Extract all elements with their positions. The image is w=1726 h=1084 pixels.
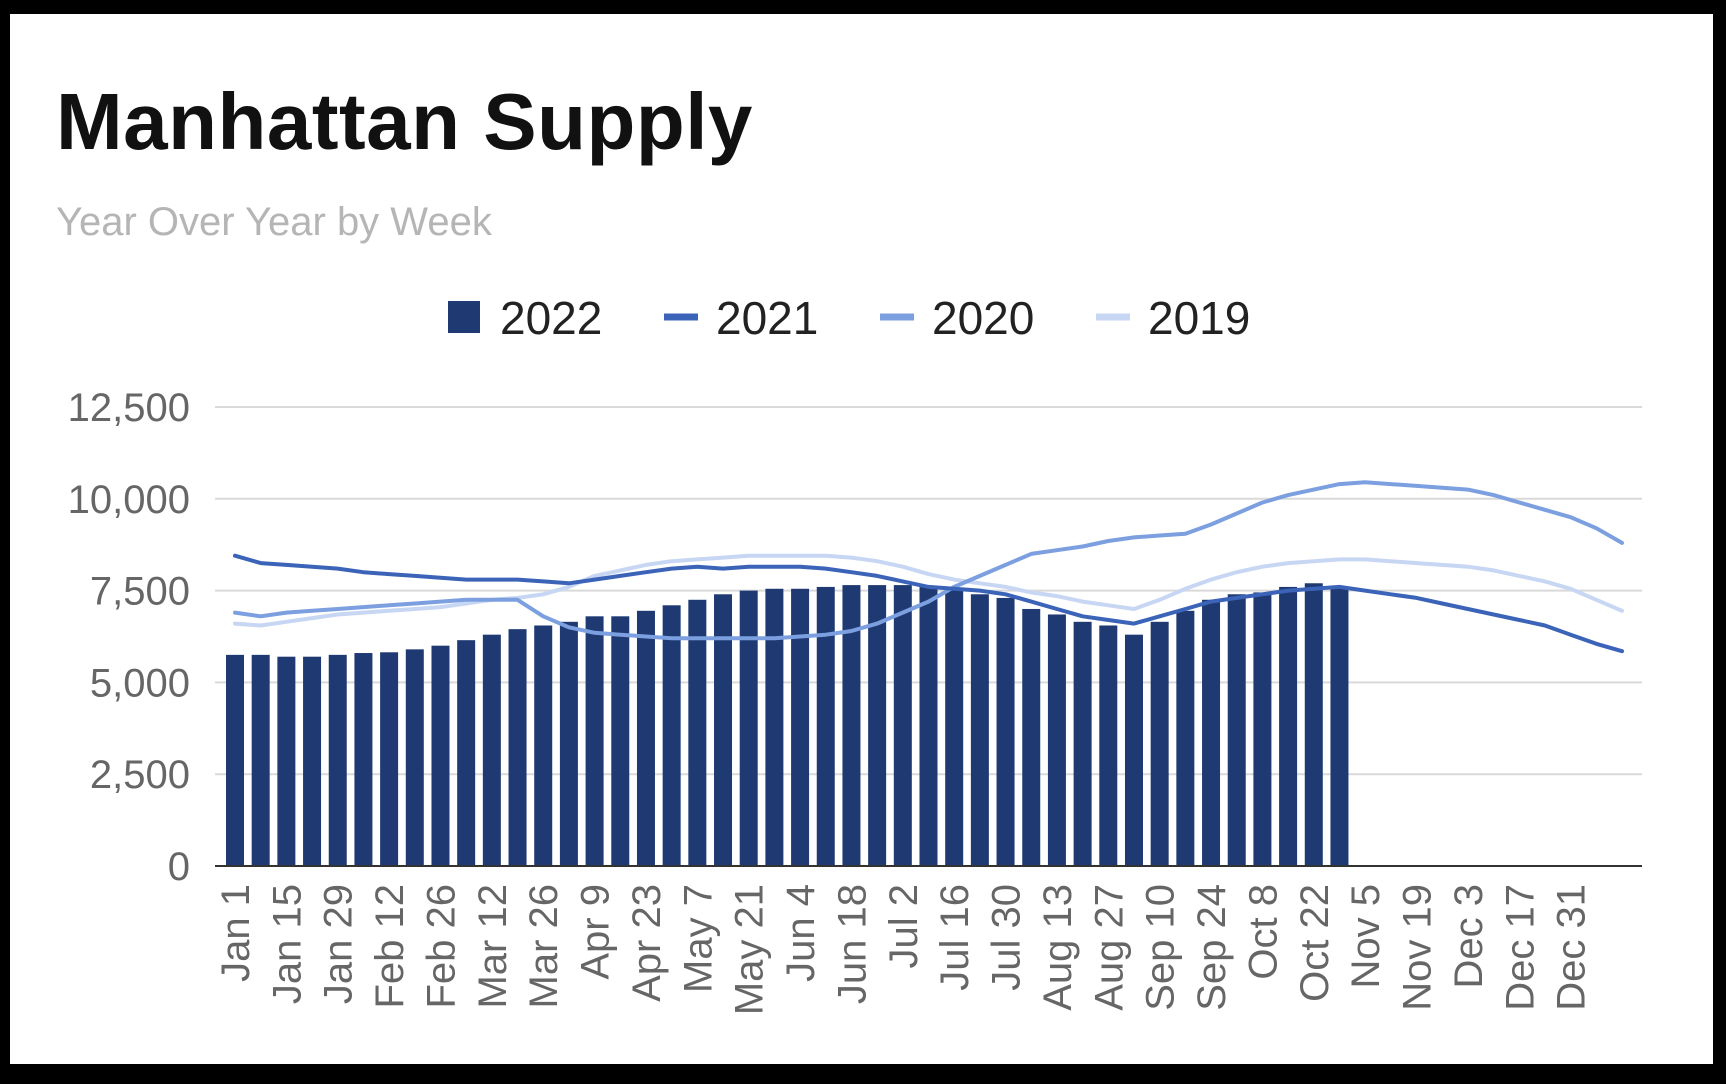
bar-2022 [303,656,322,866]
bar-2022 [1047,614,1066,866]
x-tick-label: Dec 31 [1550,884,1594,1011]
x-tick-label: Jan 15 [265,884,309,1004]
line-2019 [233,553,1624,628]
chart-card: Manhattan Supply Year Over Year by Week … [10,14,1713,1064]
x-tick-label: Jan 29 [317,884,361,1004]
x-tick-label: Oct 22 [1293,884,1337,1002]
bar-2022 [945,588,964,866]
legend-label-2020: 2020 [932,292,1034,344]
bar-2022 [1304,583,1323,866]
x-tick-label: Apr 9 [574,884,618,980]
x-tick-label: Aug 27 [1087,884,1131,1011]
bar-2022 [791,588,810,866]
bar-2022 [380,652,399,866]
legend-label-2022: 2022 [500,292,602,344]
y-tick-label: 10,000 [68,478,190,522]
x-tick-label: Jun 18 [830,884,874,1004]
y-tick-label: 2,500 [90,753,190,797]
chart-subtitle: Year Over Year by Week [56,200,492,244]
bar-2022 [1124,634,1143,866]
bar-2022 [482,634,501,866]
x-tick-label: Mar 12 [471,884,515,1009]
x-tick-label: Apr 23 [625,884,669,1002]
bar-2022 [534,625,553,866]
y-tick-label: 7,500 [90,570,190,614]
x-tick-label: Sep 24 [1190,884,1234,1011]
bar-2022 [714,594,733,866]
legend-label-2021: 2021 [716,292,818,344]
x-tick-label: Dec 3 [1447,884,1491,989]
bar-2022 [688,599,707,866]
x-tick-label: Jul 30 [985,884,1029,991]
x-tick-label: Nov 19 [1396,884,1440,1011]
bar-2022 [277,656,296,866]
x-tick-label: Oct 8 [1241,884,1285,980]
x-tick-label: May 21 [728,884,772,1015]
legend: 2022 2021 2020 2019 [448,292,1250,344]
bar-2022 [1176,610,1195,866]
x-tick-label: Sep 10 [1139,884,1183,1011]
lines [233,480,1624,654]
bar-2022 [919,586,938,866]
bar-2022 [1330,586,1349,866]
x-tick-label: Jul 2 [882,884,926,969]
bar-2022 [585,616,604,866]
bar-2022 [431,645,450,866]
bar-2022 [1150,621,1169,866]
bar-2022 [1227,594,1246,866]
legend-swatch-2022 [448,301,480,333]
bar-2022 [405,649,424,866]
x-tick-label: Jan 1 [214,884,258,982]
bar-2022 [226,654,244,866]
chart-title: Manhattan Supply [56,77,753,166]
bar-2022 [559,621,578,866]
bar-2022 [457,640,476,866]
bar-2022 [251,654,270,866]
bar-2022 [1279,586,1298,866]
line-2021 [233,553,1624,654]
bar-2022 [893,585,912,866]
y-tick-label: 5,000 [90,661,190,705]
bar-2022 [636,610,655,866]
bars-2022 [226,583,1349,866]
bar-2022 [1022,608,1041,866]
bar-2022 [1253,592,1272,866]
bar-2022 [868,585,887,866]
bar-2022 [842,585,861,866]
bar-2022 [996,597,1015,866]
x-tick-label: Feb 26 [419,884,463,1009]
legend-label-2019: 2019 [1148,292,1250,344]
bar-2022 [1073,621,1092,866]
bar-2022 [1099,625,1118,866]
x-tick-label: Jun 4 [779,884,823,982]
line-2020 [233,480,1624,641]
x-tick-label: Jul 16 [933,884,977,991]
x-tick-label: Mar 26 [522,884,566,1009]
bar-2022 [354,653,373,866]
bar-2022 [816,586,835,866]
bar-2022 [662,605,681,866]
bar-2022 [328,654,347,866]
bar-2022 [970,594,989,866]
bar-2022 [611,616,630,866]
y-tick-label: 0 [168,845,190,889]
x-tick-label: Aug 13 [1036,884,1080,1011]
x-tick-label: May 7 [676,884,720,993]
bar-2022 [739,590,758,866]
bar-2022 [1202,599,1221,866]
x-tick-label: Feb 12 [368,884,412,1009]
bar-2022 [508,629,527,866]
y-tick-label: 12,500 [68,386,190,430]
x-tick-label: Nov 5 [1344,884,1388,989]
x-tick-label: Dec 17 [1498,884,1542,1011]
bar-2022 [765,588,784,866]
